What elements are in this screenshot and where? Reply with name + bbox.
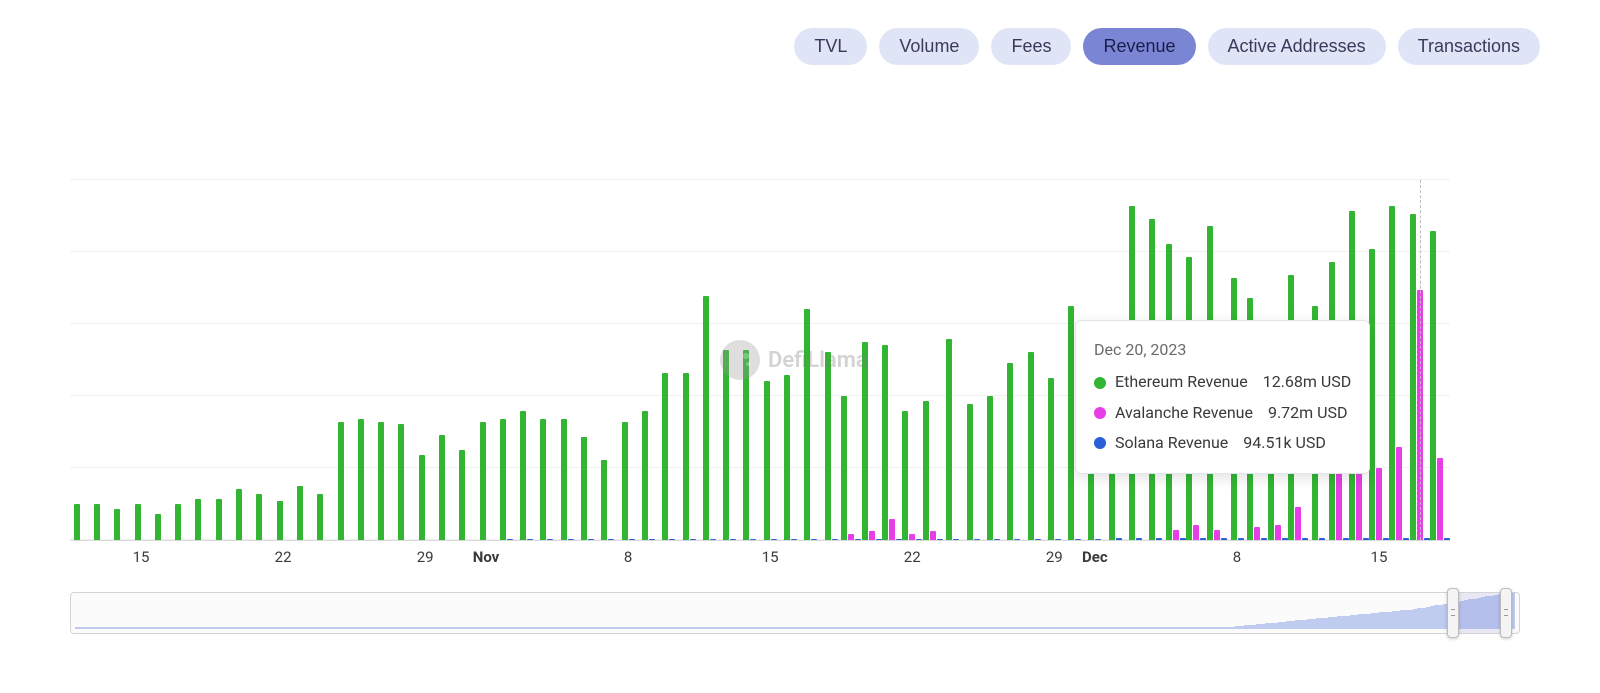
bar-slot [334, 180, 354, 540]
bar-slot [943, 180, 963, 540]
bar-slot [699, 180, 719, 540]
bar-slot [1369, 180, 1389, 540]
series-dot-icon [1094, 437, 1106, 449]
bar-slot [862, 180, 882, 540]
bar-slot [841, 180, 861, 540]
x-tick: 15 [133, 548, 150, 566]
bar-slot [1389, 180, 1409, 540]
tab-volume[interactable]: Volume [879, 28, 979, 65]
bar-slot [598, 180, 618, 540]
x-tick: Dec [1082, 548, 1108, 566]
tooltip-row: Solana Revenue 94.51k USD [1094, 428, 1351, 458]
bar-slot [659, 180, 679, 540]
x-tick: 15 [1371, 548, 1388, 566]
bar-slot [1430, 180, 1450, 540]
tooltip-date: Dec 20, 2023 [1094, 335, 1351, 365]
bar-slot [273, 180, 293, 540]
tab-transactions[interactable]: Transactions [1398, 28, 1540, 65]
tooltip-row: Avalanche Revenue 9.72m USD [1094, 398, 1351, 428]
x-tick: 29 [417, 548, 434, 566]
scrubber-track[interactable] [70, 592, 1520, 634]
bar-slot [192, 180, 212, 540]
hover-tooltip: Dec 20, 2023 Ethereum Revenue12.68m USDA… [1075, 320, 1370, 474]
crosshair-line [1420, 180, 1421, 540]
scrubber-handle-left[interactable] [1447, 588, 1459, 638]
bar-slot [902, 180, 922, 540]
bar-slot [496, 180, 516, 540]
bar-slot [212, 180, 232, 540]
bar-slot [517, 180, 537, 540]
time-range-scrubber[interactable] [70, 592, 1520, 634]
bar-slot [314, 180, 334, 540]
bar-slot [232, 180, 252, 540]
bar-slot [70, 180, 90, 540]
metric-tabs: TVL Volume Fees Revenue Active Addresses Tran… [794, 28, 1540, 65]
bar-slot [151, 180, 171, 540]
x-axis-line [70, 540, 1450, 541]
bar-slot [1004, 180, 1024, 540]
bar-slot [111, 180, 131, 540]
bar-slot [395, 180, 415, 540]
bar-slot [476, 180, 496, 540]
tooltip-series-label: Ethereum Revenue [1115, 367, 1248, 397]
bar-slot [374, 180, 394, 540]
x-tick: 8 [624, 548, 632, 566]
scrubber-handle-right[interactable] [1500, 588, 1512, 638]
bar-slot [293, 180, 313, 540]
bar-slot [801, 180, 821, 540]
x-tick: 15 [762, 548, 779, 566]
bar-slot [618, 180, 638, 540]
bar-slot [679, 180, 699, 540]
tab-active-addresses[interactable]: Active Addresses [1208, 28, 1386, 65]
bar-slot [131, 180, 151, 540]
x-axis-ticks: 15 22 29 Nov 8 15 22 29 Dec 8 15 [70, 548, 1450, 578]
bar-slot [740, 180, 760, 540]
bar-slot [557, 180, 577, 540]
x-tick: 22 [904, 548, 921, 566]
tooltip-row: Ethereum Revenue 12.68m USD [1094, 367, 1351, 397]
tooltip-series-value: 12.68m USD [1263, 367, 1352, 397]
series-dot-icon [1094, 377, 1106, 389]
bar-slot [922, 180, 942, 540]
bar-slot [821, 180, 841, 540]
x-tick: 29 [1046, 548, 1063, 566]
bar-slot [760, 180, 780, 540]
bar-slot [780, 180, 800, 540]
tab-tvl[interactable]: TVL [794, 28, 867, 65]
bar-slot [1024, 180, 1044, 540]
scrubber-selection[interactable] [1452, 593, 1504, 633]
bar-slot [983, 180, 1003, 540]
tooltip-series-label: Avalanche Revenue [1115, 398, 1253, 428]
scrubber-minichart [75, 597, 1515, 629]
tab-fees[interactable]: Fees [991, 28, 1071, 65]
x-tick: Nov [473, 548, 500, 566]
tooltip-series-value: 9.72m USD [1268, 398, 1348, 428]
bar-slot [720, 180, 740, 540]
bar-slot [415, 180, 435, 540]
bar-slot [456, 180, 476, 540]
bar-slot [882, 180, 902, 540]
bar-slot [638, 180, 658, 540]
bar-slot [1044, 180, 1064, 540]
bar-slot [577, 180, 597, 540]
bar-slot [171, 180, 191, 540]
bar-slot [354, 180, 374, 540]
bar-slot [963, 180, 983, 540]
bar-slot [435, 180, 455, 540]
series-dot-icon [1094, 407, 1106, 419]
tooltip-series-label: Solana Revenue [1115, 428, 1228, 458]
x-tick: 22 [275, 548, 292, 566]
x-tick: 8 [1233, 548, 1241, 566]
bar-slot [253, 180, 273, 540]
bar-slot [90, 180, 110, 540]
bar-slot [537, 180, 557, 540]
tooltip-series-value: 94.51k USD [1243, 428, 1326, 458]
tab-revenue[interactable]: Revenue [1083, 28, 1195, 65]
